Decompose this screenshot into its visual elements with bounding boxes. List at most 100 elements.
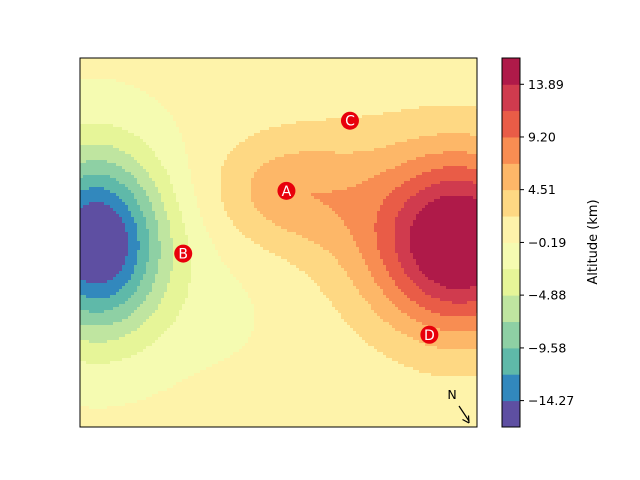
contour-cell: [197, 124, 201, 128]
contour-cell: [182, 100, 186, 104]
contour-cell: [350, 82, 354, 86]
contour-cell: [101, 82, 105, 86]
contour-cell: [218, 97, 222, 101]
contour-cell: [239, 94, 243, 98]
contour-cell: [269, 67, 273, 71]
contour-cell: [290, 88, 294, 92]
contour-cell: [80, 91, 84, 95]
contour-cell: [92, 97, 96, 101]
contour-cell: [245, 91, 249, 95]
contour-cell: [302, 73, 306, 77]
contour-cell: [449, 121, 453, 125]
contour-cell: [227, 76, 231, 80]
contour-cell: [329, 76, 333, 80]
contour-cell: [182, 79, 186, 83]
contour-cell: [443, 82, 447, 86]
contour-cell: [137, 118, 141, 122]
contour-cell: [392, 91, 396, 95]
contour-cell: [347, 97, 351, 101]
contour-cell: [308, 76, 312, 80]
contour-cell: [344, 64, 348, 68]
contour-cell: [227, 61, 231, 65]
contour-cell: [137, 76, 141, 80]
contour-cell: [101, 115, 105, 119]
contour-cell: [89, 103, 93, 107]
contour-cell: [452, 103, 456, 107]
contour-cell: [404, 109, 408, 113]
contour-cell: [335, 79, 339, 83]
contour-cell: [89, 88, 93, 92]
contour-cell: [296, 67, 300, 71]
contour-cell: [464, 76, 468, 80]
contour-cell: [281, 82, 285, 86]
contour-cell: [218, 67, 222, 71]
contour-cell: [350, 73, 354, 77]
contour-cell: [230, 70, 234, 74]
contour-cell: [203, 91, 207, 95]
contour-cell: [419, 121, 423, 125]
contour-cell: [230, 109, 234, 113]
contour-cell: [194, 112, 198, 116]
contour-cell: [248, 82, 252, 86]
contour-cell: [413, 70, 417, 74]
contour-cell: [317, 103, 321, 107]
contour-cell: [257, 61, 261, 65]
contour-cell: [287, 118, 291, 122]
contour-cell: [218, 124, 222, 128]
contour-cell: [98, 61, 102, 65]
contour-cell: [401, 106, 405, 110]
contour-cell: [95, 112, 99, 116]
contour-cell: [455, 97, 459, 101]
contour-cell: [113, 106, 117, 110]
contour-cell: [209, 100, 213, 104]
contour-cell: [227, 124, 231, 128]
contour-cell: [305, 70, 309, 74]
contour-cell: [287, 88, 291, 92]
contour-cell: [83, 82, 87, 86]
contour-cell: [236, 115, 240, 119]
contour-cell: [449, 64, 453, 68]
contour-cell: [338, 82, 342, 86]
contour-cell: [224, 115, 228, 119]
contour-cell: [245, 115, 249, 119]
contour-cell: [287, 121, 291, 125]
contour-cell: [212, 109, 216, 113]
contour-cell: [239, 88, 243, 92]
contour-cell: [188, 109, 192, 113]
contour-cell: [164, 79, 168, 83]
contour-cell: [440, 103, 444, 107]
contour-cell: [134, 88, 138, 92]
contour-cell: [461, 70, 465, 74]
contour-cell: [341, 106, 345, 110]
contour-cell: [254, 58, 258, 62]
contour-cell: [416, 79, 420, 83]
contour-cell: [329, 82, 333, 86]
contour-cell: [179, 88, 183, 92]
contour-cell: [167, 109, 171, 113]
contour-cell: [404, 64, 408, 68]
contour-cell: [425, 88, 429, 92]
contour-cell: [383, 103, 387, 107]
contour-cell: [197, 64, 201, 68]
contour-cell: [242, 106, 246, 110]
contour-cell: [251, 70, 255, 74]
contour-cell: [122, 100, 126, 104]
contour-cell: [404, 100, 408, 104]
contour-cell: [257, 94, 261, 98]
contour-cell: [173, 88, 177, 92]
contour-cell: [182, 91, 186, 95]
contour-cell: [182, 88, 186, 92]
contour-cell: [233, 121, 237, 125]
contour-cell: [83, 97, 87, 101]
contour-cell: [227, 115, 231, 119]
contour-cell: [368, 109, 372, 113]
contour-cell: [407, 94, 411, 98]
contour-cell: [146, 94, 150, 98]
contour-cell: [395, 109, 399, 113]
contour-cell: [293, 82, 297, 86]
contour-cell: [158, 61, 162, 65]
contour-cell: [173, 112, 177, 116]
contour-cell: [398, 118, 402, 122]
contour-cell: [359, 97, 363, 101]
contour-cell: [380, 103, 384, 107]
